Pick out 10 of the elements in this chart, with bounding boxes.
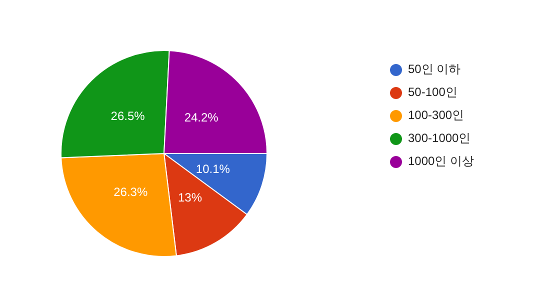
data-label: 26.5% <box>110 109 146 124</box>
legend-label: 50인 이하 <box>408 61 461 78</box>
legend-label: 50-100인 <box>408 84 458 101</box>
legend-label: 100-300인 <box>408 107 464 124</box>
legend-label: 300-1000인 <box>408 130 471 147</box>
data-label: 10.1% <box>196 162 230 176</box>
data-label: 13% <box>178 190 202 204</box>
data-label: 26.3% <box>114 185 148 200</box>
legend-label: 1000인 이상 <box>408 153 474 170</box>
data-label: 24.2% <box>184 110 219 124</box>
